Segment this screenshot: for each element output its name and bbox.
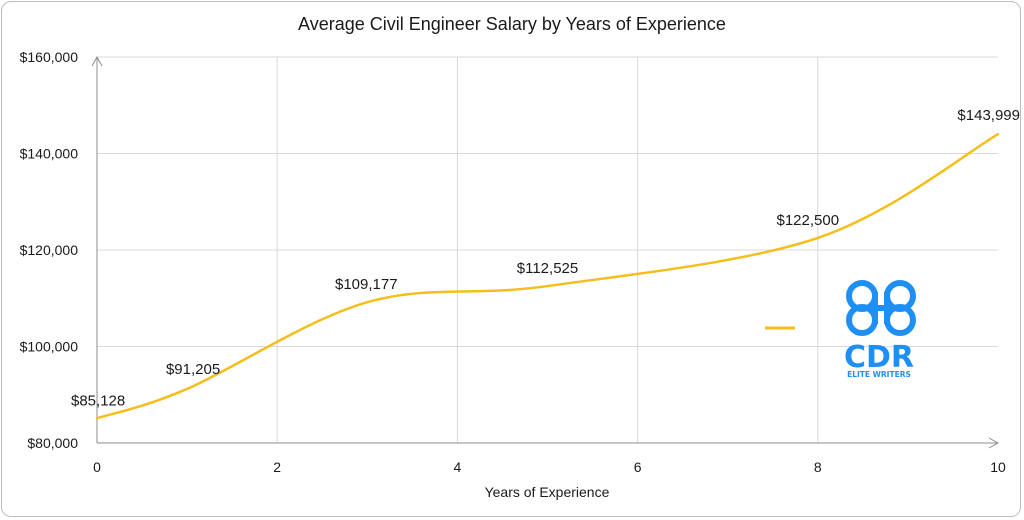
gridlines: [97, 56, 998, 443]
data-label: $143,999: [957, 107, 1020, 124]
data-label: $91,205: [166, 361, 220, 378]
y-tick-label: $100,000: [20, 339, 79, 355]
data-label: $85,128: [71, 392, 125, 409]
series-line: [95, 132, 1000, 420]
series-layer: [95, 132, 1000, 420]
logo-wordmark: CDR: [844, 340, 914, 375]
axes: [91, 55, 1000, 449]
x-tick-label: 2: [273, 459, 281, 475]
x-tick-label: 0: [93, 459, 101, 475]
command-knot-icon: [846, 280, 916, 336]
data-label: $109,177: [335, 276, 398, 293]
x-tick-label: 10: [990, 459, 1006, 475]
y-tick-label: $120,000: [20, 242, 79, 258]
data-label: $122,500: [777, 212, 840, 229]
x-tick-label: 6: [634, 459, 642, 475]
cdr-logo: CDR ELITE WRITERS: [844, 280, 916, 379]
y-tick-label: $140,000: [20, 146, 79, 162]
y-tick-label: $80,000: [27, 435, 78, 451]
x-tick-label: 4: [454, 459, 462, 475]
logo-subtext: ELITE WRITERS: [847, 370, 911, 379]
x-axis-arrow: [988, 437, 1000, 449]
y-tick-label: $160,000: [20, 49, 79, 65]
x-axis-label: Years of Experience: [485, 484, 610, 500]
x-tick-label: 8: [814, 459, 822, 475]
data-labels: $85,128 $91,205 $109,177 $112,525 $122,500 $1…: [71, 107, 1020, 409]
tick-labels: $80,000 $100,000 $120,000 $140,000 $160,000 0…: [20, 49, 1006, 475]
y-axis-arrow: [91, 55, 103, 67]
chart-title: Average Civil Engineer Salary by Years o…: [298, 14, 726, 34]
data-label: $112,525: [517, 260, 578, 277]
